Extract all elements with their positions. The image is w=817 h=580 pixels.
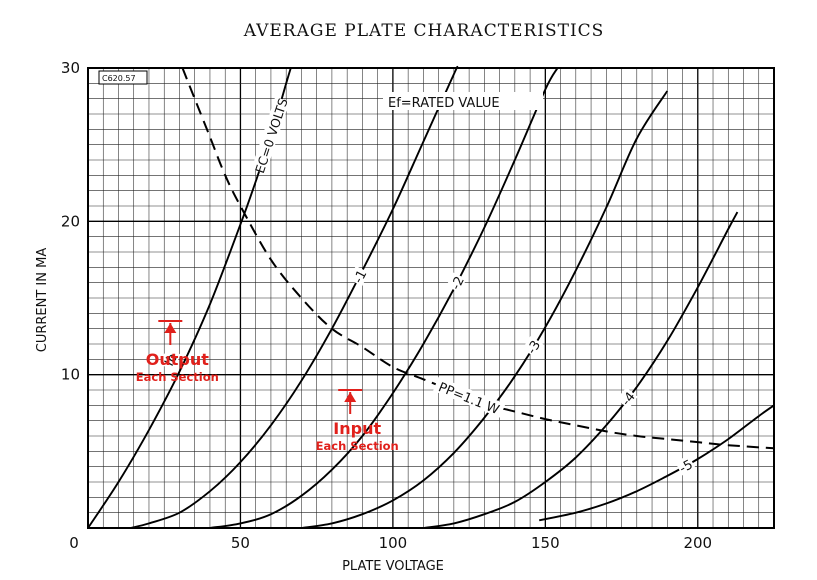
grid-curve-ec5: [539, 404, 775, 522]
x-tick-label: 0: [69, 534, 79, 552]
y-tick-label: 30: [61, 59, 80, 77]
output-sublabel: Each Section: [136, 370, 219, 384]
curve-label-3: -3: [522, 336, 544, 357]
grid-curve-ec4: [423, 211, 739, 529]
curve-label-3-bg: [522, 336, 544, 357]
curve-label-0-text: EC=0 VOLTS: [252, 96, 291, 175]
plot-frame: [87, 67, 775, 529]
code-label: C620.57: [102, 74, 136, 83]
condition-label-bg: [383, 92, 543, 110]
curve-label-0-bg: [251, 96, 290, 174]
curve-label-2: -2: [446, 272, 468, 293]
input-label: Input: [333, 419, 381, 438]
condition-label: Ef=RATED VALUE: [383, 92, 543, 111]
y-tick-label: 10: [61, 366, 80, 384]
grid-curve-ec1: [130, 65, 459, 529]
curve-label-5: -5: [675, 455, 696, 477]
x-tick-label: 150: [531, 534, 560, 552]
x-tick-label: 50: [231, 534, 250, 552]
curve-label-4: -4: [616, 387, 639, 409]
x-tick-label: 200: [683, 534, 712, 552]
pp-label-bg: [433, 376, 506, 418]
curve-label-1-bg: [348, 265, 370, 287]
grid: C620.57: [87, 67, 775, 529]
ib-label-bg: [159, 347, 181, 371]
x-tick-label: 100: [379, 534, 408, 552]
ib-label: Ib: [159, 347, 181, 371]
curve-label-5-text: -5: [677, 457, 696, 476]
curve-label-4-bg: [616, 387, 638, 409]
input-arrow-icon: [344, 392, 357, 402]
axis-ticks: 0 50 100 150 200 10 20 30: [61, 59, 712, 552]
y-axis-label: CURRENT IN MA: [35, 248, 50, 353]
x-axis-label: PLATE VOLTAGE: [342, 559, 444, 574]
chart-title: AVERAGE PLATE CHARACTERISTICS: [243, 21, 605, 41]
output-label: Output: [146, 350, 209, 369]
curve-label-2-text: -2: [449, 274, 468, 292]
grid-curve-ec3: [301, 90, 669, 529]
curve-label-1-text: -1: [351, 268, 370, 286]
output-arrow-icon: [164, 323, 177, 333]
plot-curves: [87, 65, 775, 529]
grid-curve-ec2: [209, 67, 559, 529]
curve-label-2-bg: [446, 272, 467, 293]
curve-label-5-bg: [675, 455, 696, 476]
y-tick-label: 20: [61, 212, 80, 230]
condition-label-text: Ef=RATED VALUE: [388, 96, 500, 111]
curve-label-1: -1: [348, 265, 370, 287]
input-sublabel: Each Section: [316, 439, 399, 453]
curve-labels: EC=0 VOLTS-1 -2-3-4-5Ef=RATED VALUEPP=1.1…: [251, 92, 696, 477]
code-label-box: [98, 70, 148, 85]
